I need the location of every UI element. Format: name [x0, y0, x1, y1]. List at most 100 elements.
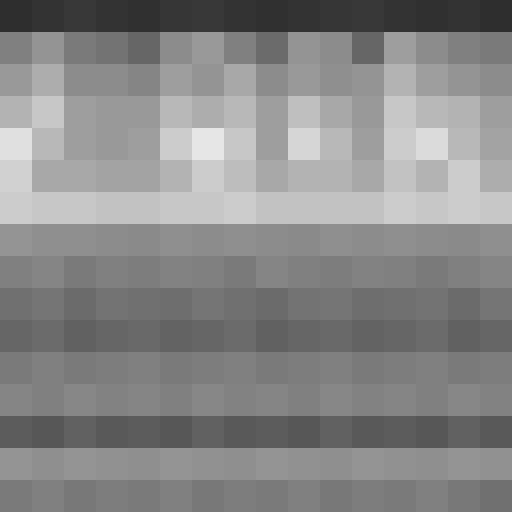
heat-cell — [160, 96, 193, 129]
heat-cell — [64, 256, 97, 289]
heat-cell — [288, 0, 321, 33]
heat-cell — [32, 192, 65, 225]
heat-cell — [64, 288, 97, 321]
heat-cell — [64, 416, 97, 449]
heat-cell — [352, 480, 385, 512]
heat-cell — [352, 288, 385, 321]
heat-cell — [0, 64, 33, 97]
heat-cell — [256, 480, 289, 512]
heat-cell — [480, 160, 512, 193]
heat-cell — [32, 288, 65, 321]
heat-cell — [352, 416, 385, 449]
heat-cell — [384, 384, 417, 417]
heat-cell — [0, 352, 33, 385]
heat-cell — [416, 64, 449, 97]
heat-cell — [224, 128, 257, 161]
heat-cell — [320, 64, 353, 97]
heat-cell — [192, 0, 225, 33]
heat-cell — [480, 64, 512, 97]
heat-cell — [288, 320, 321, 353]
heat-cell — [64, 448, 97, 481]
heat-cell — [224, 288, 257, 321]
heat-cell — [448, 192, 481, 225]
heat-cell — [96, 320, 129, 353]
heat-cell — [160, 288, 193, 321]
heat-cell — [352, 224, 385, 257]
chart — [0, 0, 512, 512]
heat-cell — [192, 128, 225, 161]
heat-cell — [448, 64, 481, 97]
heat-cell — [256, 352, 289, 385]
heat-cell — [32, 32, 65, 65]
heat-cell — [448, 352, 481, 385]
heat-cell — [64, 320, 97, 353]
heat-cell — [0, 96, 33, 129]
heat-cell — [352, 160, 385, 193]
heat-cell — [192, 384, 225, 417]
heat-cell — [160, 0, 193, 33]
heat-cell — [224, 32, 257, 65]
heat-cell — [288, 96, 321, 129]
heat-cell — [224, 352, 257, 385]
heat-cell — [192, 160, 225, 193]
heat-cell — [288, 224, 321, 257]
cells — [0, 0, 512, 512]
heat-cell — [448, 448, 481, 481]
heat-cell — [160, 448, 193, 481]
heat-cell — [128, 352, 161, 385]
heat-cell — [480, 352, 512, 385]
heat-cell — [448, 416, 481, 449]
heat-cell — [128, 256, 161, 289]
heat-cell — [480, 32, 512, 65]
heat-cell — [96, 0, 129, 33]
heat-cell — [384, 448, 417, 481]
heat-cell — [32, 448, 65, 481]
heat-cell — [416, 256, 449, 289]
heat-cell — [192, 32, 225, 65]
heat-cell — [288, 384, 321, 417]
heat-cell — [160, 224, 193, 257]
heat-cell — [224, 0, 257, 33]
heat-cell — [384, 256, 417, 289]
heat-cell — [480, 384, 512, 417]
heat-cell — [384, 320, 417, 353]
heat-cell — [384, 352, 417, 385]
heat-cell — [480, 320, 512, 353]
heat-cell — [256, 256, 289, 289]
heat-cell — [384, 64, 417, 97]
heat-cell — [448, 288, 481, 321]
heat-cell — [256, 128, 289, 161]
heat-cell — [320, 416, 353, 449]
heat-cell — [384, 416, 417, 449]
heat-cell — [224, 96, 257, 129]
heat-cell — [416, 224, 449, 257]
heat-cell — [32, 64, 65, 97]
heat-cell — [160, 128, 193, 161]
heat-cell — [320, 320, 353, 353]
heat-cell — [416, 288, 449, 321]
heat-cell — [128, 480, 161, 512]
heat-cell — [256, 448, 289, 481]
heat-cell — [96, 384, 129, 417]
heat-cell — [384, 96, 417, 129]
heat-cell — [352, 384, 385, 417]
heat-cell — [384, 480, 417, 512]
heat-cell — [192, 256, 225, 289]
heat-cell — [256, 288, 289, 321]
heat-cell — [416, 160, 449, 193]
heat-cell — [320, 256, 353, 289]
heat-cell — [416, 320, 449, 353]
heat-cell — [224, 480, 257, 512]
heat-cell — [256, 224, 289, 257]
heat-cell — [64, 480, 97, 512]
heat-cell — [352, 128, 385, 161]
plot-area — [0, 0, 512, 512]
heat-cell — [192, 64, 225, 97]
heat-cell — [192, 288, 225, 321]
heat-cell — [352, 96, 385, 129]
heat-cell — [128, 416, 161, 449]
heat-cell — [256, 64, 289, 97]
heat-cell — [224, 416, 257, 449]
heat-cell — [288, 256, 321, 289]
heat-cell — [128, 128, 161, 161]
